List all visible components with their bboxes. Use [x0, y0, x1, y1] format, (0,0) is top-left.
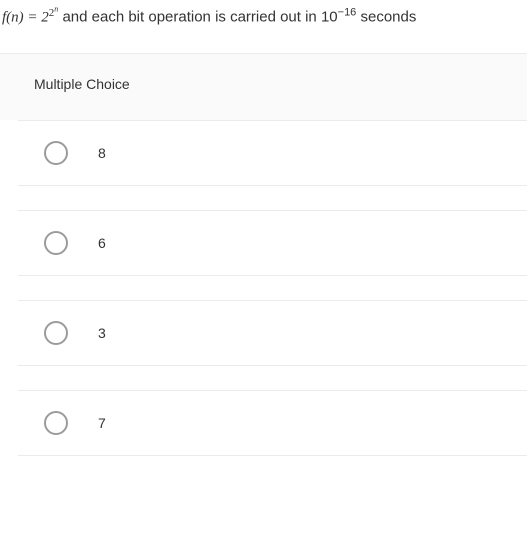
choice-label: 3: [98, 325, 106, 341]
fn-prefix: f(n) = 2: [2, 10, 49, 26]
choice-label: 8: [98, 145, 106, 161]
choice-row[interactable]: 3: [18, 300, 527, 366]
choice-row[interactable]: 7: [18, 390, 527, 456]
choices-list: 8 6 3 7: [0, 120, 527, 456]
radio-icon[interactable]: [44, 321, 68, 345]
fn-suffix: seconds: [356, 9, 416, 26]
fn-middle: and each bit operation is carried out in…: [58, 9, 337, 26]
radio-icon[interactable]: [44, 231, 68, 255]
question-text: f(n) = 22n and each bit operation is car…: [2, 0, 521, 27]
radio-icon[interactable]: [44, 141, 68, 165]
question-area: f(n) = 22n and each bit operation is car…: [0, 0, 527, 53]
radio-icon[interactable]: [44, 411, 68, 435]
section-label: Multiple Choice: [0, 53, 527, 120]
fn-neg-exp: −16: [338, 7, 357, 19]
fn-exp-outer: 2n: [49, 7, 59, 19]
choice-label: 7: [98, 415, 106, 431]
choice-label: 6: [98, 235, 106, 251]
choice-row[interactable]: 6: [18, 210, 527, 276]
choice-row[interactable]: 8: [18, 120, 527, 186]
